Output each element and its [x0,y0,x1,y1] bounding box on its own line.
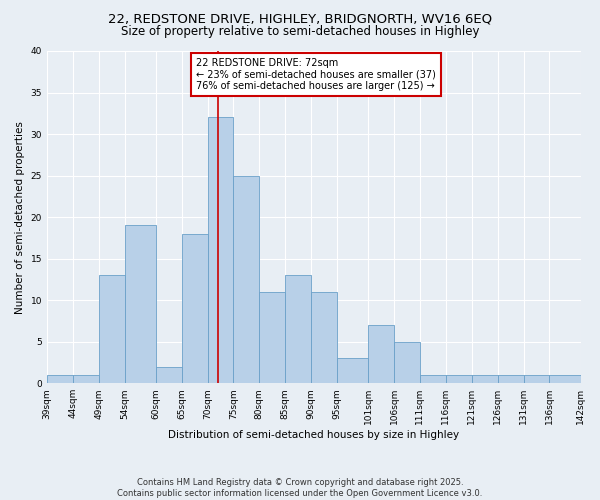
Text: 22 REDSTONE DRIVE: 72sqm
← 23% of semi-detached houses are smaller (37)
76% of s: 22 REDSTONE DRIVE: 72sqm ← 23% of semi-d… [196,58,436,91]
Text: Contains HM Land Registry data © Crown copyright and database right 2025.
Contai: Contains HM Land Registry data © Crown c… [118,478,482,498]
Bar [156,366,182,383]
Bar [259,292,285,383]
Bar [550,375,581,383]
Bar [472,375,497,383]
Bar [182,234,208,383]
Bar [125,226,156,383]
Bar [394,342,420,383]
Bar [99,275,125,383]
Bar [420,375,446,383]
Bar [73,375,99,383]
Bar [368,325,394,383]
Bar [524,375,550,383]
Bar [446,375,472,383]
Bar [47,375,73,383]
Bar [233,176,259,383]
Bar [497,375,524,383]
Text: Size of property relative to semi-detached houses in Highley: Size of property relative to semi-detach… [121,25,479,38]
Bar [285,275,311,383]
Text: 22, REDSTONE DRIVE, HIGHLEY, BRIDGNORTH, WV16 6EQ: 22, REDSTONE DRIVE, HIGHLEY, BRIDGNORTH,… [108,12,492,26]
Bar [337,358,368,383]
Bar [208,118,233,383]
X-axis label: Distribution of semi-detached houses by size in Highley: Distribution of semi-detached houses by … [168,430,459,440]
Bar [311,292,337,383]
Y-axis label: Number of semi-detached properties: Number of semi-detached properties [15,120,25,314]
